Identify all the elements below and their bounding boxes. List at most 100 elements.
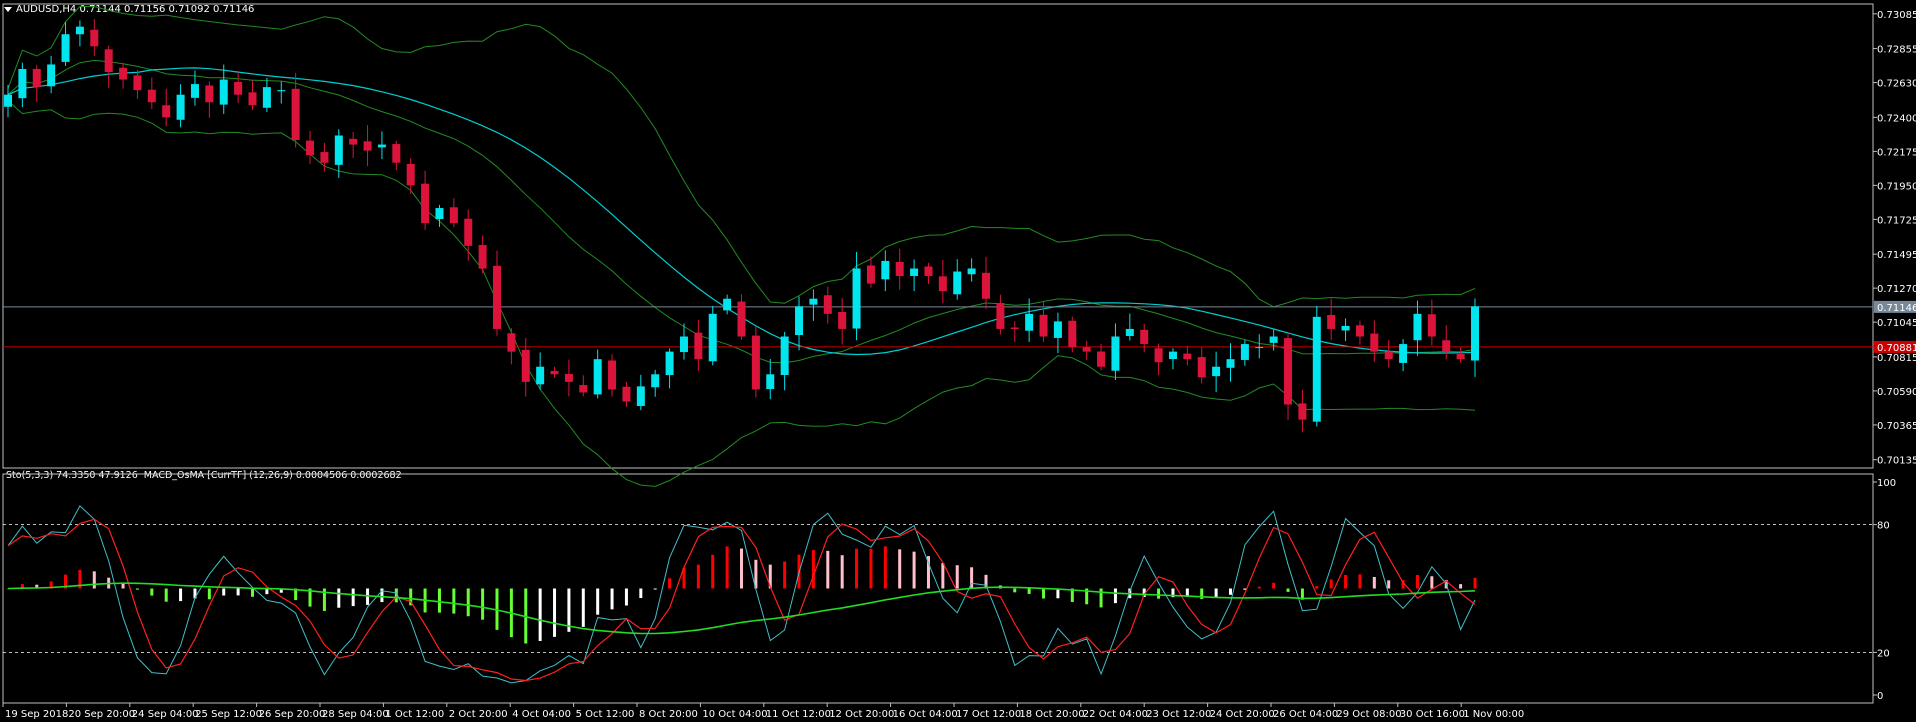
osma-bar xyxy=(811,550,815,589)
time-tick-label: 1 Oct 12:00 xyxy=(385,709,444,720)
osma-bar xyxy=(682,567,686,589)
candle-bull xyxy=(1212,366,1221,377)
osma-bar xyxy=(236,588,240,596)
price-tick-label: 0.71950 xyxy=(1877,181,1916,192)
candle-bull xyxy=(1240,344,1249,360)
time-tick-label: 2 Oct 20:00 xyxy=(449,709,508,720)
candle-bear xyxy=(1456,353,1465,360)
candle-bear xyxy=(608,360,617,390)
osma-bar xyxy=(1415,575,1419,589)
time-tick-label: 28 Sep 04:00 xyxy=(322,709,389,720)
level-price-label: 0.70881 xyxy=(1877,343,1916,354)
candle-bear xyxy=(349,138,358,145)
osma-bar xyxy=(970,567,974,589)
osma-bar xyxy=(696,564,700,589)
time-tick-label: 25 Sep 12:00 xyxy=(195,709,262,720)
osma-bar xyxy=(1171,588,1175,598)
osma-bar xyxy=(164,588,168,602)
candle-bear xyxy=(938,276,947,292)
osma-bar xyxy=(768,564,772,589)
candle-bull xyxy=(190,84,199,98)
candle-bull xyxy=(708,313,717,362)
candle-bear xyxy=(564,373,573,382)
candle-bull xyxy=(4,94,12,107)
time-tick-label: 11 Oct 12:00 xyxy=(766,709,831,720)
candle-bull xyxy=(61,34,70,62)
candle-bull xyxy=(679,336,688,353)
osma-bar xyxy=(725,546,729,589)
osma-bar xyxy=(481,588,485,620)
candle-bear xyxy=(550,370,559,375)
candle-bear xyxy=(1427,314,1436,337)
triangle-down-icon[interactable] xyxy=(4,6,12,12)
bollinger-upper xyxy=(7,6,1476,308)
candle-bull xyxy=(881,260,890,280)
time-tick-label: 26 Oct 04:00 xyxy=(1273,709,1338,720)
osma-bar xyxy=(1157,588,1161,599)
osc-tick-label: 0 xyxy=(1877,691,1883,702)
candle-bull xyxy=(766,374,775,390)
candle-bull xyxy=(1341,325,1350,331)
time-tick-label: 10 Oct 04:00 xyxy=(702,709,767,720)
price-tick-label: 0.70135 xyxy=(1877,456,1916,467)
osma-bar xyxy=(624,588,628,606)
candle-bear xyxy=(104,49,113,73)
osma-bar xyxy=(1372,576,1376,589)
bollinger-middle xyxy=(7,59,1476,364)
candle-bull xyxy=(1312,316,1321,422)
osma-bar xyxy=(251,588,254,597)
chart-header: AUDUSD,H4 0.71144 0.71156 0.71092 0.7114… xyxy=(4,2,254,16)
osma-bar xyxy=(135,588,139,590)
osma-bar xyxy=(581,588,585,627)
candle-bear xyxy=(320,152,329,163)
time-tick-label: 12 Oct 20:00 xyxy=(829,709,894,720)
time-tick-label: 8 Oct 20:00 xyxy=(639,709,698,720)
level-price-tag xyxy=(1874,340,1916,353)
osma-bar xyxy=(740,548,743,589)
osma-bar xyxy=(351,588,355,607)
osma-bar xyxy=(1387,580,1391,589)
candle-bear xyxy=(32,68,41,88)
candle-bull xyxy=(18,68,27,99)
candle-bear xyxy=(694,332,703,360)
candle-bear xyxy=(147,89,156,103)
osma-bar xyxy=(1042,588,1046,599)
stochastic-signal-line xyxy=(7,518,1476,682)
candle-bear xyxy=(1327,314,1336,329)
price-tick-label: 0.71725 xyxy=(1877,215,1916,226)
candle-bear xyxy=(1284,338,1293,405)
osma-bar xyxy=(294,588,298,601)
osma-bar xyxy=(1056,588,1060,599)
osma-bar xyxy=(926,556,930,589)
candle-bear xyxy=(493,265,501,329)
candle-bear xyxy=(162,105,171,118)
osma-bar xyxy=(207,588,211,600)
osma-bar xyxy=(1070,588,1074,602)
candle-bear xyxy=(1384,351,1393,360)
osma-bar xyxy=(1013,588,1017,593)
candle-bear xyxy=(1442,340,1451,352)
candle-bull xyxy=(723,298,732,311)
osma-bar xyxy=(653,588,657,590)
osma-bar xyxy=(222,588,226,596)
osma-bar xyxy=(984,574,988,589)
bid-price-tag xyxy=(1874,300,1916,313)
candle-bear xyxy=(1370,333,1379,352)
osma-bar xyxy=(337,588,341,608)
price-tick-label: 0.71495 xyxy=(1877,250,1916,261)
candle-bull xyxy=(1025,313,1034,331)
osma-bar xyxy=(553,588,557,637)
osma-bar xyxy=(1243,588,1247,590)
candle-bear xyxy=(1068,320,1077,348)
osma-bar xyxy=(840,555,844,589)
candle-bear xyxy=(1140,329,1149,345)
osma-bar xyxy=(49,581,53,589)
osma-bar xyxy=(1257,586,1261,589)
candle-bull xyxy=(953,271,962,295)
candle-bear xyxy=(234,81,243,95)
oscillator-pane-frame xyxy=(2,473,1874,704)
price-tick-label: 0.70590 xyxy=(1877,387,1916,398)
osma-bar xyxy=(193,588,197,599)
osma-bar xyxy=(711,554,715,589)
